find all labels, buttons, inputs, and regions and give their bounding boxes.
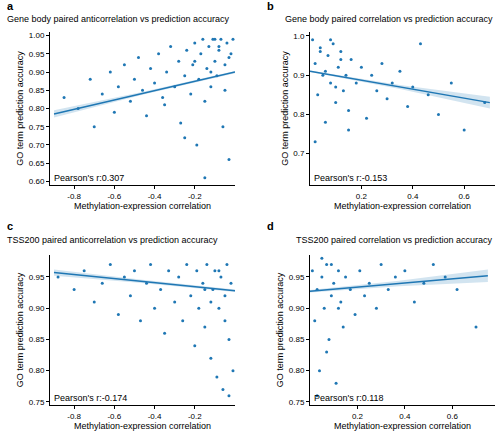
svg-text:0.2: 0.2 [352, 412, 364, 421]
svg-text:0.95: 0.95 [29, 273, 45, 282]
svg-text:-0.2: -0.2 [188, 192, 202, 201]
svg-text:Pearson's r:0.118: Pearson's r:0.118 [314, 393, 384, 403]
svg-text:TSS200 paired anticorrelation: TSS200 paired anticorrelation vs predict… [7, 235, 218, 245]
svg-text:Pearson's r:-0.153: Pearson's r:-0.153 [314, 173, 387, 183]
svg-text:0.90: 0.90 [289, 304, 305, 313]
svg-text:0.4: 0.4 [399, 412, 411, 421]
svg-text:0.75: 0.75 [289, 398, 305, 407]
svg-text:GO term prediction accuracy: GO term prediction accuracy [15, 272, 25, 387]
svg-text:-0.8: -0.8 [67, 412, 81, 421]
svg-text:0.60: 0.60 [29, 177, 45, 186]
svg-text:-0.6: -0.6 [107, 192, 121, 201]
svg-text:0.85: 0.85 [289, 335, 305, 344]
svg-text:-0.2: -0.2 [188, 412, 202, 421]
svg-text:0.6: 0.6 [447, 412, 459, 421]
svg-text:Gene body paired anticorrelati: Gene body paired anticorrelation vs pred… [7, 14, 230, 24]
svg-text:-0.4: -0.4 [148, 412, 162, 421]
svg-text:0.80: 0.80 [29, 366, 45, 375]
svg-text:d: d [267, 220, 274, 232]
svg-text:0.65: 0.65 [29, 159, 45, 168]
svg-text:0.2: 0.2 [356, 192, 368, 201]
svg-text:0.7: 0.7 [293, 149, 305, 158]
svg-text:-0.6: -0.6 [107, 412, 121, 421]
svg-text:a: a [7, 0, 14, 12]
svg-text:0.9: 0.9 [293, 71, 305, 80]
svg-text:0.80: 0.80 [29, 104, 45, 113]
svg-text:-0.4: -0.4 [148, 192, 162, 201]
svg-text:0.75: 0.75 [29, 398, 45, 407]
svg-text:0.85: 0.85 [29, 86, 45, 95]
svg-text:c: c [7, 220, 13, 232]
svg-text:0.90: 0.90 [29, 304, 45, 313]
svg-text:Methylation-expression correla: Methylation-expression correlation [334, 421, 471, 431]
svg-text:0.75: 0.75 [29, 123, 45, 132]
svg-text:b: b [267, 0, 274, 12]
svg-text:0.85: 0.85 [29, 335, 45, 344]
svg-text:Methylation-expression correla: Methylation-expression correlation [74, 421, 211, 431]
svg-text:0.95: 0.95 [29, 50, 45, 59]
svg-text:GO term prediction accuracy: GO term prediction accuracy [15, 51, 25, 166]
svg-text:-0.8: -0.8 [67, 192, 81, 201]
svg-text:Pearson's r:-0.174: Pearson's r:-0.174 [54, 393, 127, 403]
svg-text:0.8: 0.8 [293, 110, 305, 119]
svg-text:GO term prediction accuracy: GO term prediction accuracy [280, 51, 290, 166]
svg-text:Methylation-expression correla: Methylation-expression correlation [74, 201, 211, 211]
svg-text:0.70: 0.70 [29, 141, 45, 150]
svg-text:Methylation-expression correla: Methylation-expression correlation [334, 201, 471, 211]
svg-text:0.95: 0.95 [289, 273, 305, 282]
svg-text:0.6: 0.6 [459, 192, 471, 201]
svg-text:GO term prediction accuracy: GO term prediction accuracy [275, 272, 285, 387]
svg-text:0.80: 0.80 [289, 366, 305, 375]
svg-text:TSS200 paired correlation vs p: TSS200 paired correlation vs prediction … [296, 235, 493, 245]
svg-text:1.00: 1.00 [29, 31, 45, 40]
svg-text:Gene body paired correlation v: Gene body paired correlation vs predicti… [285, 14, 493, 24]
svg-text:0.90: 0.90 [29, 68, 45, 77]
svg-text:Pearson's r:0.307: Pearson's r:0.307 [54, 173, 124, 183]
svg-text:0.4: 0.4 [407, 192, 419, 201]
svg-text:1.0: 1.0 [293, 32, 305, 41]
